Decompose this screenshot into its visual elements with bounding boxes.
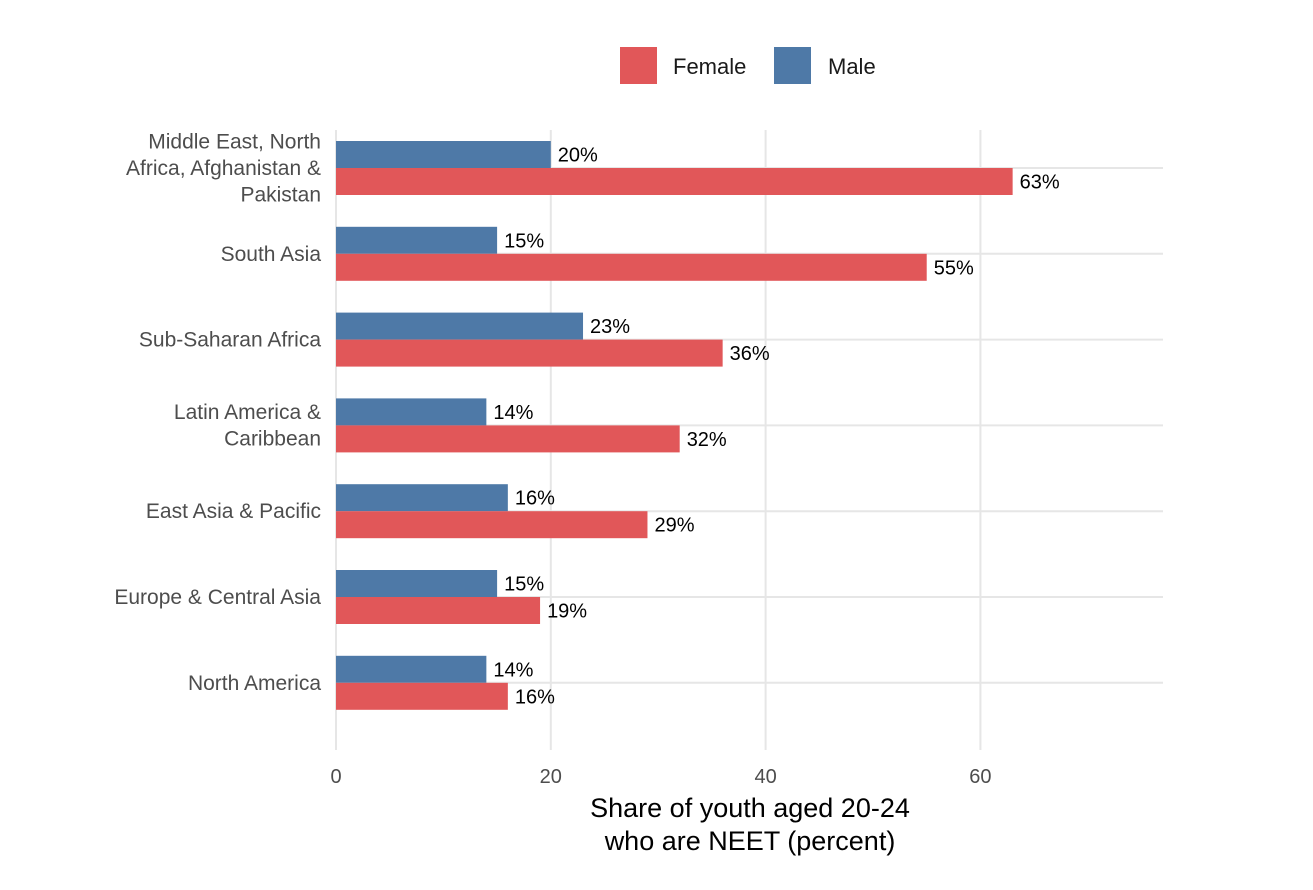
bar-female xyxy=(336,511,648,539)
x-axis-title-text: Share of youth aged 20-24 who are NEET (p… xyxy=(590,793,910,856)
bar-male xyxy=(336,398,487,426)
category-label-line: Europe & Central Asia xyxy=(114,586,321,609)
x-tick-label: 60 xyxy=(969,766,991,788)
data-label-female: 19% xyxy=(547,601,587,623)
data-labels: 20%63%15%55%23%36%14%32%16%29%15%19%14%1… xyxy=(493,145,1060,709)
category-labels: Middle East, North Africa, Afghanistan & P… xyxy=(114,131,321,695)
category-label: Latin America & Caribbean xyxy=(174,401,321,451)
x-tick-label: 20 xyxy=(540,766,562,788)
bar-female xyxy=(336,253,927,281)
data-label-female: 36% xyxy=(730,343,770,365)
category-label-line: Pakistan xyxy=(240,184,321,207)
legend-label: Male xyxy=(828,54,876,79)
data-label-female: 16% xyxy=(515,686,555,708)
bar-female xyxy=(336,168,1013,195)
bar-female xyxy=(336,425,680,453)
x-axis-title-line: Share of youth aged 20-24 xyxy=(590,793,910,823)
data-label-female: 63% xyxy=(1020,172,1060,194)
bars xyxy=(336,141,1013,710)
category-label: North America xyxy=(188,672,321,695)
data-label-male: 23% xyxy=(590,316,630,338)
category-label-line: Latin America & xyxy=(174,401,321,424)
category-label: Europe & Central Asia xyxy=(114,586,321,609)
x-axis-title: Share of youth aged 20-24 who are NEET (p… xyxy=(590,793,910,856)
legend-swatch xyxy=(620,47,657,84)
x-tick-label: 40 xyxy=(754,766,776,788)
bar-male xyxy=(336,312,584,340)
data-label-male: 20% xyxy=(558,145,598,167)
data-label-male: 14% xyxy=(493,402,533,424)
category-label: East Asia & Pacific xyxy=(146,500,321,523)
x-tick-label: 0 xyxy=(330,766,341,788)
data-label-female: 32% xyxy=(687,429,727,451)
x-axis-title-line: who are NEET (percent) xyxy=(604,826,896,856)
bar-female xyxy=(336,682,508,710)
legend-swatch xyxy=(774,47,811,84)
data-label-male: 15% xyxy=(504,574,544,596)
data-label-female: 29% xyxy=(654,515,694,537)
data-label-female: 55% xyxy=(934,257,974,279)
data-label-male: 16% xyxy=(515,488,555,510)
bar-male xyxy=(336,484,508,512)
bar-male xyxy=(336,655,487,683)
data-label-male: 15% xyxy=(504,230,544,252)
category-label-line: Caribbean xyxy=(224,428,321,451)
category-label: South Asia xyxy=(221,243,322,266)
bar-male xyxy=(336,570,498,597)
category-label-line: North America xyxy=(188,672,321,695)
category-label: Middle East, North Africa, Afghanistan & P… xyxy=(126,131,321,207)
bar-female xyxy=(336,597,541,624)
category-label-line: East Asia & Pacific xyxy=(146,500,321,523)
legend: Female Male xyxy=(620,47,876,84)
category-label-line: Africa, Afghanistan & xyxy=(126,157,321,180)
bar-female xyxy=(336,339,723,367)
category-label-line: Sub-Saharan Africa xyxy=(139,329,321,352)
bar-male xyxy=(336,141,551,168)
data-label-male: 14% xyxy=(493,659,533,681)
category-label-line: South Asia xyxy=(221,243,322,266)
category-label-line: Middle East, North xyxy=(148,131,321,154)
bar-male xyxy=(336,226,498,254)
x-tick-labels: 0 20 40 60 xyxy=(330,766,991,788)
category-label: Sub-Saharan Africa xyxy=(139,329,321,352)
legend-label: Female xyxy=(673,54,746,79)
